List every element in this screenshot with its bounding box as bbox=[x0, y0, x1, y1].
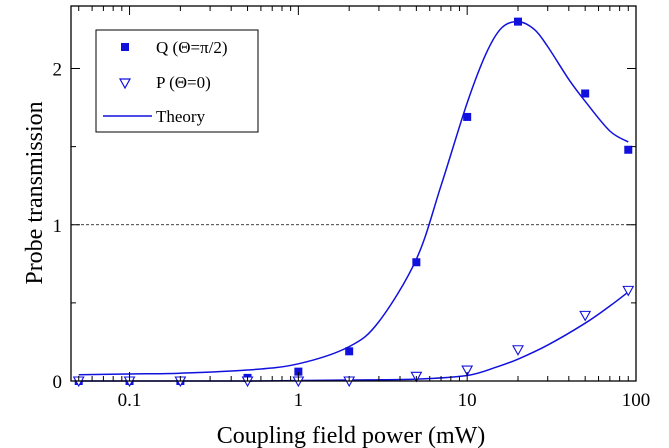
x-tick-label: 1 bbox=[294, 390, 304, 411]
q-data-point bbox=[514, 17, 523, 26]
legend-p-marker bbox=[118, 78, 132, 90]
q-data-point bbox=[345, 347, 354, 356]
p-data-point bbox=[512, 345, 524, 356]
y-tick-label: 2 bbox=[53, 60, 63, 81]
p-data-point bbox=[579, 310, 592, 322]
legend-p-label: P (Θ=0) bbox=[156, 73, 211, 92]
x-tick-label: 0.1 bbox=[118, 390, 142, 411]
y-tick-label: 0 bbox=[53, 372, 63, 393]
legend-theory-label: Theory bbox=[156, 107, 206, 126]
plot-frame bbox=[70, 5, 637, 382]
y-tick-label: 1 bbox=[53, 216, 63, 237]
q-data-point bbox=[581, 89, 590, 98]
legend: Q (Θ=π/2) P (Θ=0) Theory bbox=[95, 29, 259, 133]
axis-ticks-layer: 0.1 1 10 100 0 1 2 bbox=[53, 6, 651, 411]
q-data-point bbox=[624, 145, 633, 154]
p-data-point bbox=[461, 365, 474, 377]
q-data-point bbox=[463, 112, 472, 121]
p-data-point bbox=[622, 285, 635, 297]
q-data-point bbox=[412, 258, 421, 267]
x-axis-title: Coupling field power (mW) bbox=[217, 423, 486, 448]
y-axis-title: Probe transmission bbox=[22, 101, 48, 284]
q-data-point bbox=[294, 367, 303, 376]
legend-q-label: Q (Θ=π/2) bbox=[156, 38, 228, 57]
x-tick-label: 10 bbox=[458, 390, 477, 411]
legend-q-marker bbox=[121, 43, 129, 51]
x-tick-label: 100 bbox=[622, 390, 651, 411]
